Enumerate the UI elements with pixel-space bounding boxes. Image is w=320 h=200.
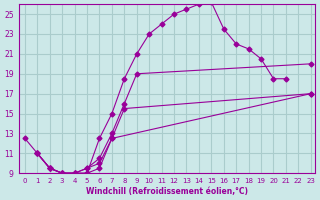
X-axis label: Windchill (Refroidissement éolien,°C): Windchill (Refroidissement éolien,°C)	[85, 187, 248, 196]
